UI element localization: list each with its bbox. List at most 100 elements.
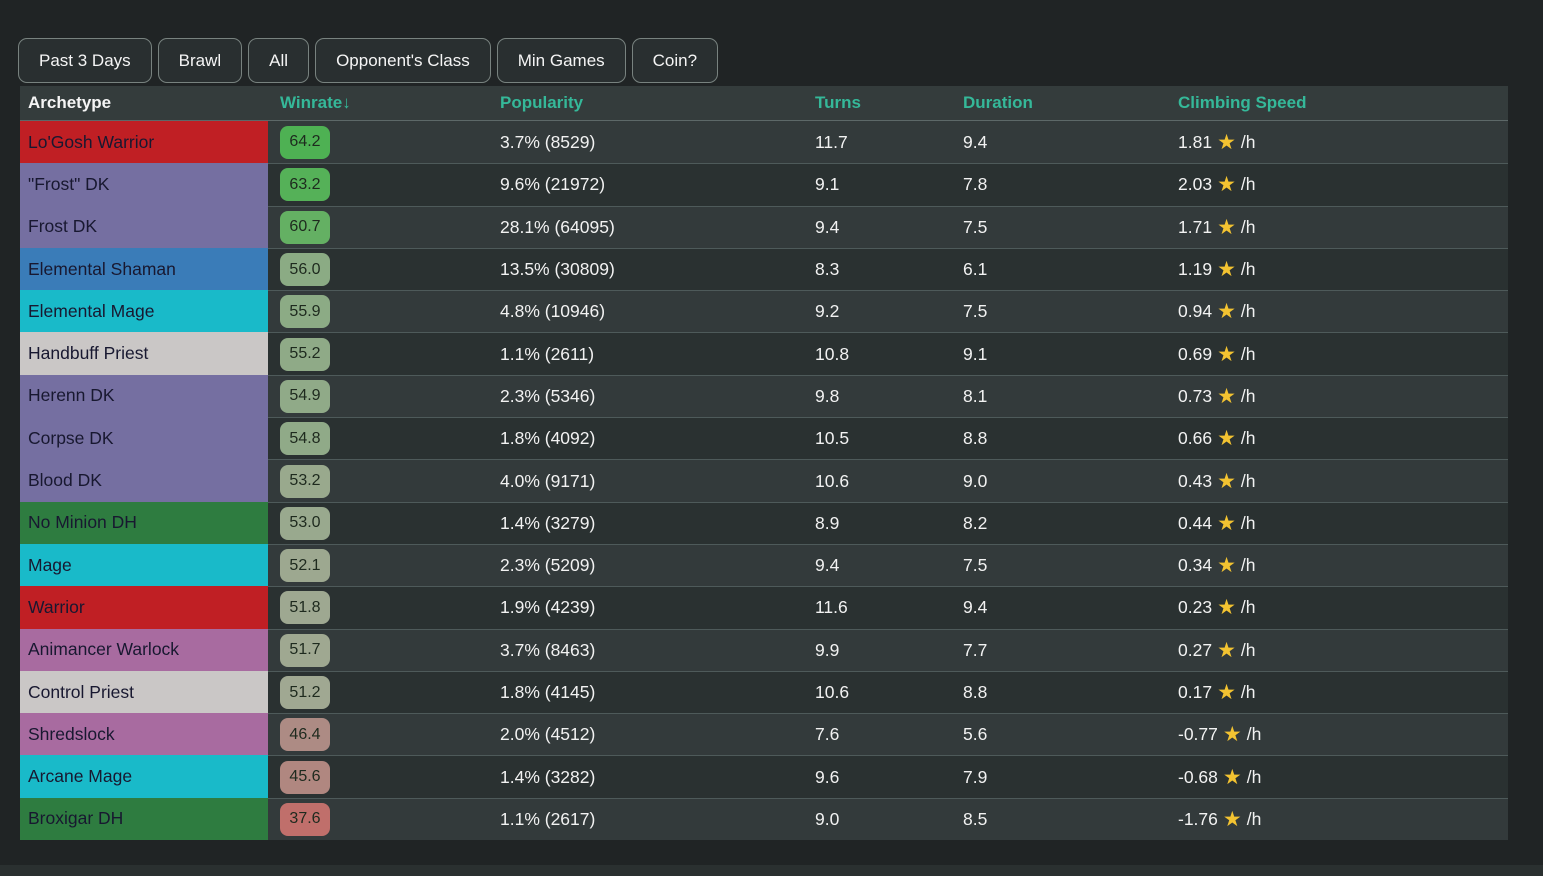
- climbing-value: 0.17: [1178, 682, 1213, 702]
- header-popularity[interactable]: Popularity: [500, 93, 584, 112]
- turns-cell: 9.6: [815, 766, 840, 787]
- filter-button-coin[interactable]: Coin?: [631, 38, 719, 83]
- winrate-badge: 37.6: [280, 802, 330, 836]
- climbing-unit: /h: [1240, 470, 1256, 491]
- popularity-cell: 9.6% (21972): [500, 174, 606, 195]
- climbing-speed-cell: 0.34 ★ /h: [1178, 555, 1508, 576]
- filter-button-opponent-s-class[interactable]: Opponent's Class: [315, 38, 491, 83]
- turns-cell: 10.8: [815, 343, 850, 364]
- star-icon: ★: [1217, 554, 1236, 578]
- turns-cell: 9.4: [815, 555, 840, 576]
- turns-cell: 9.2: [815, 301, 840, 322]
- archetype-cell[interactable]: Arcane Mage: [20, 755, 268, 798]
- popularity-cell: 1.4% (3279): [500, 512, 596, 533]
- filter-button-brawl[interactable]: Brawl: [157, 38, 243, 83]
- climbing-value: 0.94: [1178, 301, 1213, 322]
- popularity-cell: 3.7% (8529): [500, 131, 596, 152]
- filter-button-all[interactable]: All: [248, 38, 310, 83]
- climbing-speed-cell: 0.94 ★ /h: [1178, 301, 1508, 322]
- header-winrate[interactable]: Winrate↓: [268, 93, 500, 113]
- archetype-cell[interactable]: "Frost" DK: [20, 163, 268, 206]
- climbing-speed-cell: 1.19 ★ /h: [1178, 259, 1508, 280]
- archetype-cell[interactable]: Frost DK: [20, 205, 268, 248]
- table-row: Frost DK 60.7 28.1% (64095) 9.4 7.5 1.71…: [20, 205, 1508, 248]
- sort-descending-icon: ↓: [342, 93, 351, 112]
- duration-cell: 9.4: [963, 131, 988, 152]
- header-archetype[interactable]: Archetype: [28, 93, 112, 112]
- winrate-cell: 51.2: [268, 676, 500, 709]
- star-icon: ★: [1217, 215, 1236, 239]
- winrate-cell: 56.0: [268, 253, 500, 287]
- header-turns[interactable]: Turns: [815, 93, 861, 112]
- climbing-speed-cell: 0.69 ★ /h: [1178, 344, 1508, 365]
- winrate-badge: 45.6: [280, 760, 330, 794]
- archetype-cell[interactable]: Control Priest: [20, 670, 268, 714]
- archetype-cell[interactable]: Broxigar DH: [20, 797, 268, 841]
- climbing-value: 1.71: [1178, 216, 1213, 237]
- popularity-cell: 4.8% (10946): [500, 301, 606, 322]
- turns-cell: 9.8: [815, 385, 840, 406]
- winrate-badge: 63.2: [280, 168, 330, 202]
- winrate-badge: 64.2: [280, 125, 330, 159]
- climbing-unit: /h: [1240, 259, 1256, 280]
- climbing-value: 0.27: [1178, 639, 1213, 660]
- climbing-unit: /h: [1246, 766, 1262, 787]
- table-row: Lo'Gosh Warrior 64.2 3.7% (8529) 11.7 9.…: [20, 121, 1508, 164]
- star-icon: ★: [1217, 469, 1236, 493]
- header-winrate-label: Winrate: [280, 93, 343, 112]
- climbing-unit: /h: [1240, 174, 1256, 195]
- duration-cell: 9.0: [963, 470, 988, 491]
- duration-cell: 6.1: [963, 259, 988, 280]
- winrate-badge: 55.2: [280, 337, 330, 371]
- duration-cell: 7.5: [963, 216, 988, 237]
- archetype-cell[interactable]: Handbuff Priest: [20, 332, 268, 375]
- duration-cell: 7.7: [963, 639, 988, 660]
- archetype-cell[interactable]: Mage: [20, 543, 268, 587]
- archetype-cell[interactable]: Corpse DK: [20, 417, 268, 460]
- winrate-cell: 60.7: [268, 210, 500, 244]
- table-row: Warrior 51.8 1.9% (4239) 11.6 9.4 0.23 ★…: [20, 586, 1508, 629]
- climbing-value: 0.66: [1178, 428, 1213, 449]
- climbing-unit: /h: [1240, 682, 1256, 702]
- archetype-cell[interactable]: No Minion DH: [20, 501, 268, 544]
- winrate-badge: 51.7: [280, 633, 330, 667]
- winrate-cell: 51.8: [268, 591, 500, 625]
- archetype-cell[interactable]: Lo'Gosh Warrior: [20, 121, 268, 164]
- archetype-cell[interactable]: Warrior: [20, 586, 268, 629]
- climbing-unit: /h: [1240, 131, 1256, 152]
- turns-cell: 8.9: [815, 512, 840, 533]
- header-climbing-speed[interactable]: Climbing Speed: [1178, 93, 1307, 112]
- header-duration[interactable]: Duration: [963, 93, 1033, 112]
- winrate-badge: 46.4: [280, 718, 330, 752]
- climbing-value: 0.44: [1178, 512, 1213, 533]
- archetype-cell[interactable]: Shredslock: [20, 713, 268, 756]
- popularity-cell: 1.1% (2611): [500, 343, 595, 364]
- filter-button-min-games[interactable]: Min Games: [496, 38, 626, 83]
- climbing-speed-cell: 0.23 ★ /h: [1178, 597, 1508, 618]
- winrate-cell: 63.2: [268, 168, 500, 202]
- popularity-cell: 1.8% (4092): [500, 428, 596, 449]
- star-icon: ★: [1217, 384, 1236, 408]
- winrate-cell: 54.9: [268, 379, 500, 413]
- star-icon: ★: [1217, 258, 1236, 282]
- winrate-badge: 51.8: [280, 591, 330, 625]
- climbing-value: 2.03: [1178, 174, 1213, 195]
- popularity-cell: 2.3% (5209): [500, 555, 596, 576]
- climbing-speed-cell: 1.81 ★ /h: [1178, 132, 1508, 153]
- winrate-badge: 54.8: [280, 422, 330, 456]
- table-row: No Minion DH 53.0 1.4% (3279) 8.9 8.2 0.…: [20, 501, 1508, 544]
- archetype-cell[interactable]: Herenn DK: [20, 374, 268, 418]
- table-row: Herenn DK 54.9 2.3% (5346) 9.8 8.1 0.73 …: [20, 374, 1508, 418]
- climbing-unit: /h: [1240, 343, 1256, 364]
- table-header-row: Archetype Winrate↓ Popularity Turns Dura…: [20, 86, 1508, 121]
- filter-button-past-3-days[interactable]: Past 3 Days: [18, 38, 152, 83]
- archetype-cell[interactable]: Blood DK: [20, 459, 268, 502]
- archetype-cell[interactable]: Elemental Mage: [20, 290, 268, 333]
- archetype-cell[interactable]: Elemental Shaman: [20, 247, 268, 291]
- winrate-cell: 53.0: [268, 506, 500, 540]
- turns-cell: 8.3: [815, 259, 840, 280]
- archetype-cell[interactable]: Animancer Warlock: [20, 628, 268, 671]
- winrate-cell: 55.2: [268, 337, 500, 371]
- winrate-cell: 51.7: [268, 633, 500, 667]
- star-icon: ★: [1222, 723, 1242, 747]
